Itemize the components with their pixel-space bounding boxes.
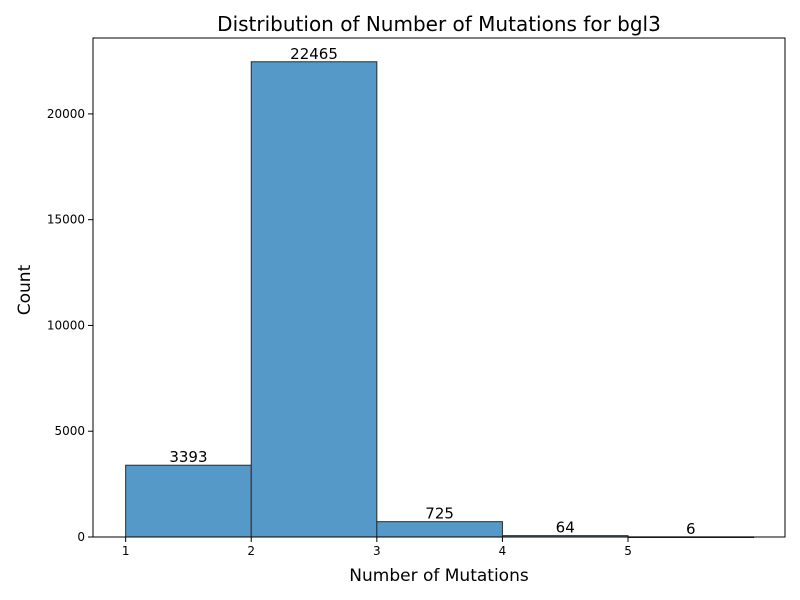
chart-title: Distribution of Number of Mutations for …	[217, 12, 661, 36]
plot-frame	[92, 37, 786, 538]
histogram-bar-1	[125, 464, 252, 538]
y-axis-title: Count	[15, 264, 35, 315]
y-tick-label-10000: 10000	[47, 318, 85, 332]
bar-value-label-5: 6	[686, 520, 696, 538]
y-tick-label-0: 0	[77, 530, 85, 544]
bar-value-label-1: 3393	[169, 448, 207, 466]
x-axis-ticks: 1 2 3 4 5	[122, 537, 632, 558]
x-axis-title: Number of Mutations	[349, 566, 529, 586]
y-axis-ticks: 0 5000 10000 15000 20000	[47, 107, 93, 544]
x-tick-label-3: 3	[373, 544, 381, 558]
histogram-bar-2	[250, 61, 378, 538]
x-tick-label-5: 5	[624, 544, 632, 558]
bar-value-label-3: 725	[425, 505, 454, 523]
histogram-bar-3	[376, 521, 503, 538]
bars-group	[125, 61, 755, 538]
y-tick-label-5000: 5000	[54, 424, 85, 438]
y-tick-label-15000: 15000	[47, 213, 85, 227]
bar-labels-group: 3393 22465 725 64 6	[169, 45, 695, 538]
x-tick-label-1: 1	[122, 544, 130, 558]
bar-value-label-2: 22465	[290, 45, 338, 63]
bar-value-label-4: 64	[556, 519, 575, 537]
x-tick-label-2: 2	[247, 544, 255, 558]
x-tick-label-4: 4	[499, 544, 507, 558]
y-tick-label-20000: 20000	[47, 107, 85, 121]
